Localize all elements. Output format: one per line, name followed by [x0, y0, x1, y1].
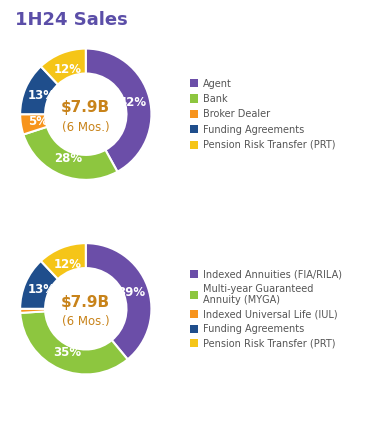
Wedge shape [41, 243, 86, 279]
Text: 42%: 42% [118, 96, 146, 109]
Text: (6 Mos.): (6 Mos.) [62, 121, 110, 134]
Wedge shape [86, 49, 151, 172]
Wedge shape [20, 311, 128, 374]
Wedge shape [23, 127, 117, 180]
Wedge shape [41, 49, 86, 85]
Text: $7.9B: $7.9B [61, 100, 110, 115]
Text: 12%: 12% [54, 63, 82, 76]
Legend: Agent, Bank, Broker Dealer, Funding Agreements, Pension Risk Transfer (PRT): Agent, Bank, Broker Dealer, Funding Agre… [186, 74, 340, 154]
Text: 13%: 13% [28, 283, 56, 296]
Wedge shape [20, 309, 45, 313]
Wedge shape [86, 243, 151, 360]
Text: 1H24 Sales: 1H24 Sales [15, 11, 128, 29]
Text: $7.9B: $7.9B [61, 295, 110, 310]
Text: 28%: 28% [54, 152, 82, 165]
Text: (6 Mos.): (6 Mos.) [62, 316, 110, 328]
Legend: Indexed Annuities (FIA/RILA), Multi-year Guaranteed
Annuity (MYGA), Indexed Univ: Indexed Annuities (FIA/RILA), Multi-year… [186, 265, 346, 352]
Text: 5%: 5% [28, 115, 48, 128]
Text: 35%: 35% [53, 346, 81, 359]
Wedge shape [20, 114, 47, 135]
Text: 39%: 39% [117, 286, 145, 299]
Text: 12%: 12% [54, 258, 82, 271]
Wedge shape [20, 261, 58, 309]
Text: 13%: 13% [28, 89, 56, 102]
Wedge shape [20, 66, 58, 114]
